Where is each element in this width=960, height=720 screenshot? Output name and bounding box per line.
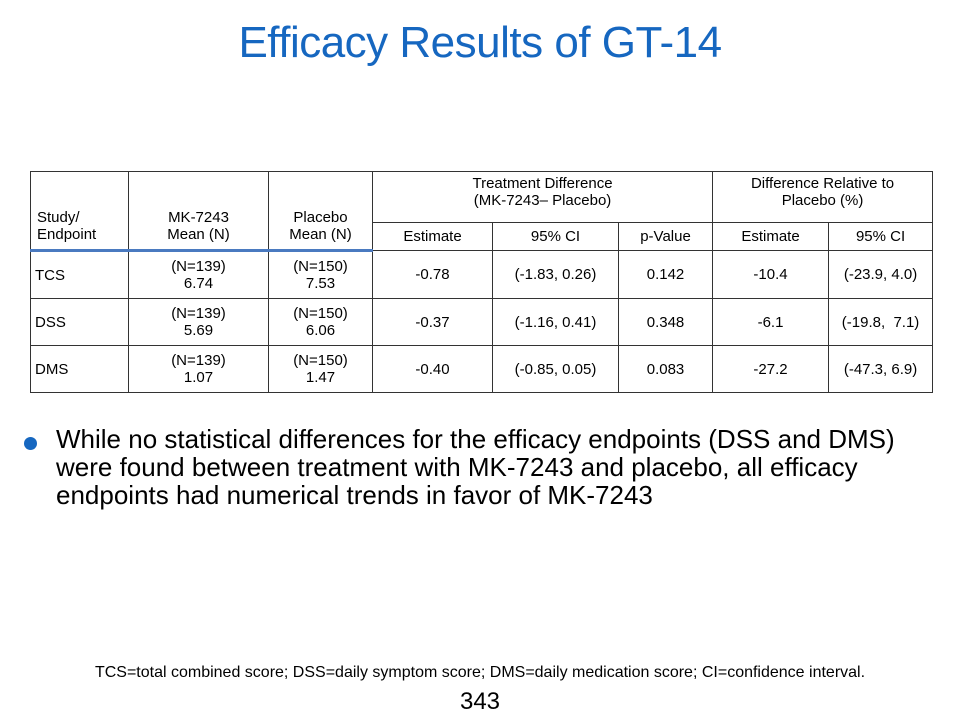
mk-mean-cell: (N=139) 5.69 xyxy=(128,298,269,346)
pvalue-cell: 0.142 xyxy=(617,250,714,299)
mk-mean-cell: (N=139) 6.74 xyxy=(128,250,269,299)
rel-ci-cell: (-23.9, 4.0) xyxy=(828,250,934,299)
rel-estimate-cell: -6.1 xyxy=(712,298,830,346)
header-relative-difference: Difference Relative to Placebo (%) xyxy=(712,171,934,223)
ci-cell: (-0.85, 0.05) xyxy=(492,345,619,393)
pvalue-cell: 0.083 xyxy=(617,345,714,393)
rel-estimate-cell: -10.4 xyxy=(712,250,830,299)
table-subheader-row: Estimate 95% CI p-Value Estimate 95% CI xyxy=(31,222,934,251)
endpoint-cell: DMS xyxy=(30,345,129,393)
header-ci: 95% CI xyxy=(492,222,619,251)
page-number: 343 xyxy=(459,688,501,715)
estimate-cell: -0.37 xyxy=(372,298,493,346)
header-endpoint: Study/ Endpoint xyxy=(30,171,129,252)
footnote: TCS=total combined score; DSS=daily symp… xyxy=(94,664,866,681)
header-rel-estimate: Estimate xyxy=(712,222,830,251)
mk-mean-cell: (N=139) 1.07 xyxy=(128,345,269,393)
rel-ci-cell: (-47.3, 6.9) xyxy=(828,345,934,393)
header-estimate: Estimate xyxy=(372,222,493,251)
placebo-mean-cell: (N=150) 7.53 xyxy=(268,250,373,299)
summary-text: While no statistical differences for the… xyxy=(56,424,895,510)
placebo-mean-cell: (N=150) 6.06 xyxy=(268,298,373,346)
table-row: TCS (N=139) 6.74 (N=150) 7.53 -0.78 (-1.83… xyxy=(30,250,934,299)
table-row: DSS (N=139) 5.69 (N=150) 6.06 -0.37 (-1.16… xyxy=(30,298,934,346)
header-treatment-difference: Treatment Difference (MK-7243– Placebo) xyxy=(371,171,714,223)
pvalue-cell: 0.348 xyxy=(617,298,714,346)
rel-ci-cell: (-19.8, 7.1) xyxy=(828,298,934,346)
header-placebo: Placebo Mean (N) xyxy=(268,171,373,252)
estimate-cell: -0.40 xyxy=(372,345,493,393)
efficacy-results-table: Study/ Endpoint MK-7243 Mean (N) Placebo… xyxy=(30,171,934,393)
summary-bullet: While no statistical differences for the… xyxy=(22,425,942,509)
rel-estimate-cell: -27.2 xyxy=(712,345,830,393)
header-pvalue: p-Value xyxy=(617,222,714,251)
placebo-mean-cell: (N=150) 1.47 xyxy=(268,345,373,393)
ci-cell: (-1.83, 0.26) xyxy=(492,250,619,299)
estimate-cell: -0.78 xyxy=(372,250,493,299)
slide-title: Efficacy Results of GT-14 xyxy=(238,18,722,67)
header-mk7243: MK-7243 Mean (N) xyxy=(128,171,269,252)
table-header-row: Study/ Endpoint MK-7243 Mean (N) Placebo… xyxy=(30,171,934,252)
endpoint-cell: TCS xyxy=(30,250,129,299)
endpoint-cell: DSS xyxy=(30,298,129,346)
header-rel-ci: 95% CI xyxy=(828,222,934,251)
ci-cell: (-1.16, 0.41) xyxy=(492,298,619,346)
bullet-dot-icon xyxy=(24,437,37,450)
table-row: DMS (N=139) 1.07 (N=150) 1.47 -0.40 (-0.85… xyxy=(30,345,934,393)
